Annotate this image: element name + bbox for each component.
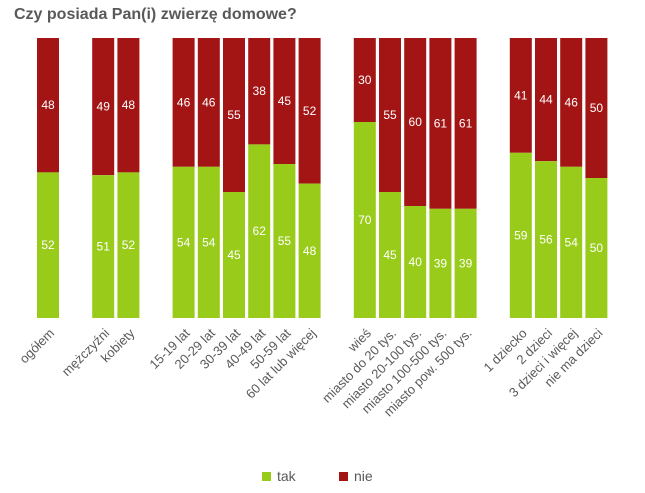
bar-tak — [248, 144, 271, 318]
category-label: ogółem — [16, 326, 57, 367]
legend-label-nie: nie — [354, 468, 373, 484]
bar-nie — [248, 38, 271, 145]
value-label-nie: 61 — [434, 116, 448, 130]
value-label-nie: 48 — [41, 98, 55, 112]
value-label-nie: 38 — [253, 84, 267, 98]
value-label-nie: 46 — [565, 95, 579, 109]
bar-nie — [560, 38, 583, 167]
bar-nie — [404, 38, 427, 206]
bar-tak — [585, 178, 608, 318]
bar-nie — [197, 38, 220, 167]
value-label-tak: 62 — [253, 224, 267, 238]
bar-tak — [172, 166, 195, 318]
bar-nie — [353, 38, 376, 122]
value-label-tak: 56 — [539, 233, 553, 247]
value-label-nie: 55 — [227, 108, 241, 122]
value-label-nie: 45 — [278, 94, 292, 108]
bar-tak — [223, 192, 245, 318]
bar-nie — [585, 38, 608, 178]
value-label-tak: 52 — [41, 238, 55, 252]
bar-nie — [92, 38, 115, 176]
bar-tak — [197, 166, 220, 318]
bar-nie — [379, 38, 401, 192]
value-label-tak: 45 — [227, 248, 241, 262]
bar-tak — [353, 122, 376, 318]
bar-nie — [223, 38, 245, 192]
bar-tak — [454, 208, 477, 318]
bar-nie — [298, 38, 321, 184]
value-label-nie: 48 — [122, 98, 136, 112]
bar-tak — [429, 208, 452, 318]
bar-nie — [454, 38, 477, 209]
bar-nie — [172, 38, 195, 167]
value-label-nie: 60 — [409, 115, 423, 129]
stacked-bar-chart: 4852ogółem4951mężczyźni4852kobiety465415… — [16, 38, 608, 419]
value-label-nie: 55 — [383, 108, 397, 122]
bar-nie — [273, 38, 296, 164]
chart-title: Czy posiada Pan(i) zwierzę domowe? — [14, 6, 297, 23]
bar-nie — [37, 38, 59, 173]
value-label-tak: 40 — [409, 255, 423, 269]
value-label-nie: 46 — [202, 95, 216, 109]
legend-item-tak: tak — [262, 468, 296, 484]
value-label-tak: 50 — [590, 241, 604, 255]
value-label-nie: 50 — [590, 101, 604, 115]
bar-tak — [535, 161, 557, 318]
value-label-tak: 39 — [459, 256, 473, 270]
bar-tak — [509, 152, 532, 318]
bar-tak — [37, 172, 59, 318]
value-label-tak: 51 — [97, 240, 111, 254]
value-label-nie: 46 — [177, 95, 191, 109]
value-label-tak: 45 — [383, 248, 397, 262]
value-label-nie: 49 — [97, 100, 111, 114]
value-label-tak: 54 — [565, 235, 579, 249]
bar-tak — [273, 164, 296, 318]
value-label-nie: 61 — [459, 116, 473, 130]
value-label-tak: 39 — [434, 256, 448, 270]
legend-swatch-nie — [339, 471, 348, 481]
value-label-nie: 52 — [303, 104, 317, 118]
bar-nie — [509, 38, 532, 153]
value-label-tak: 48 — [303, 244, 317, 258]
legend-item-nie: nie — [339, 468, 373, 484]
value-label-tak: 54 — [202, 235, 216, 249]
bar-nie — [429, 38, 452, 209]
value-label-nie: 30 — [358, 73, 372, 87]
value-label-tak: 59 — [514, 228, 528, 242]
bar-nie — [535, 38, 557, 162]
legend-swatch-tak — [262, 471, 271, 481]
value-label-tak: 55 — [278, 234, 292, 248]
legend-label-tak: tak — [277, 468, 296, 484]
value-label-nie: 41 — [514, 88, 528, 102]
bar-tak — [92, 175, 115, 318]
bar-tak — [560, 166, 583, 318]
value-label-tak: 54 — [177, 235, 191, 249]
bar-nie — [117, 38, 140, 173]
bar-tak — [404, 206, 427, 318]
value-label-nie: 44 — [539, 93, 553, 107]
value-label-tak: 70 — [358, 213, 372, 227]
bar-tak — [298, 183, 321, 318]
value-label-tak: 52 — [122, 238, 136, 252]
bar-tak — [379, 192, 401, 318]
bar-tak — [117, 172, 140, 318]
legend: tak nie — [0, 468, 645, 488]
